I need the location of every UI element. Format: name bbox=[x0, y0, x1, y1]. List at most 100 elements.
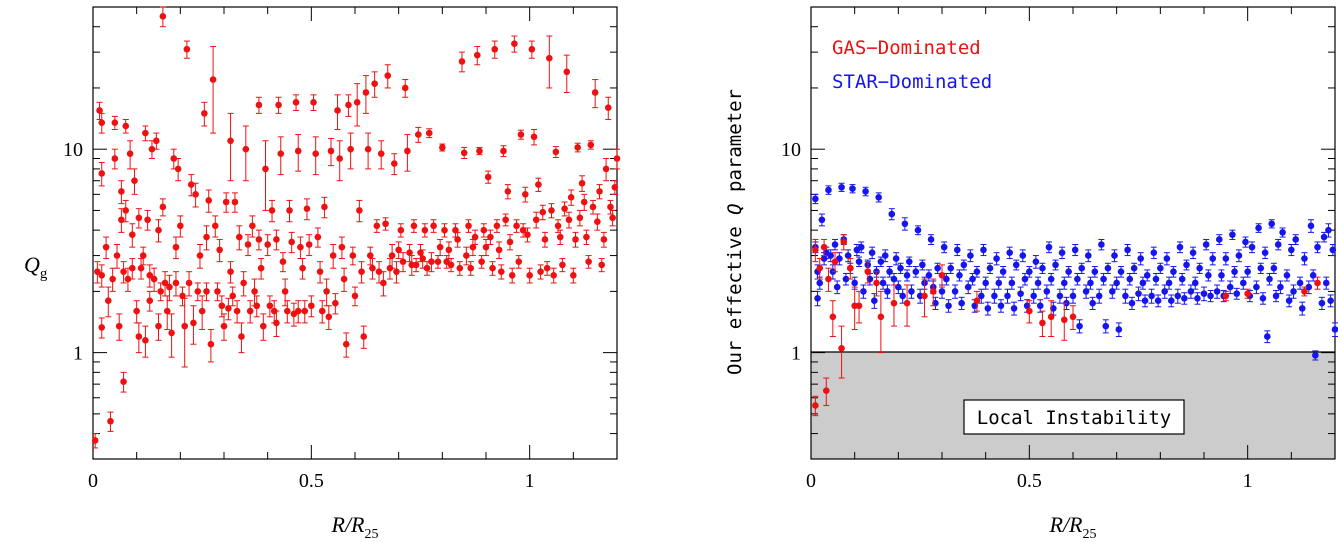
data-point bbox=[897, 262, 904, 274]
point-marker bbox=[279, 258, 287, 265]
data-point bbox=[397, 223, 405, 238]
point-marker bbox=[1026, 307, 1033, 315]
data-point bbox=[855, 256, 863, 268]
point-marker bbox=[135, 214, 143, 222]
point-marker bbox=[1050, 305, 1057, 312]
data-point bbox=[495, 241, 503, 260]
data-point bbox=[589, 199, 597, 215]
point-marker bbox=[347, 145, 354, 153]
data-point bbox=[325, 305, 333, 330]
y-tick-label: 1 bbox=[73, 343, 83, 365]
data-point bbox=[938, 264, 946, 288]
point-marker bbox=[814, 294, 821, 302]
point-marker bbox=[1268, 220, 1275, 228]
point-marker bbox=[1318, 299, 1326, 307]
data-point bbox=[812, 395, 819, 417]
point-marker bbox=[146, 297, 154, 304]
point-marker bbox=[1285, 297, 1293, 304]
point-marker bbox=[572, 236, 579, 243]
point-marker bbox=[458, 58, 466, 65]
point-marker bbox=[522, 191, 529, 198]
data-point bbox=[303, 198, 311, 221]
data-point bbox=[257, 258, 265, 280]
data-point bbox=[570, 267, 577, 284]
point-marker bbox=[984, 305, 992, 312]
point-marker bbox=[1253, 283, 1260, 291]
point-marker bbox=[371, 80, 378, 87]
point-marker bbox=[1115, 326, 1123, 333]
point-marker bbox=[1266, 275, 1273, 283]
point-marker bbox=[172, 279, 180, 287]
point-marker bbox=[364, 145, 372, 153]
left-x-axis-title: R/R25 bbox=[331, 512, 379, 542]
point-marker bbox=[1314, 243, 1321, 251]
right-x-axis-title: R/R25 bbox=[1049, 512, 1097, 542]
point-marker bbox=[903, 271, 911, 279]
data-point bbox=[216, 238, 223, 263]
data-point bbox=[1167, 294, 1175, 308]
point-marker bbox=[240, 279, 247, 287]
point-marker bbox=[1314, 279, 1321, 287]
data-point bbox=[964, 280, 972, 295]
point-marker bbox=[561, 205, 568, 212]
point-marker bbox=[421, 226, 429, 234]
point-marker bbox=[1056, 292, 1064, 300]
left-axis-ticks bbox=[92, 6, 618, 460]
data-point bbox=[209, 45, 217, 134]
point-marker bbox=[825, 186, 832, 194]
point-marker bbox=[393, 268, 400, 275]
point-marker bbox=[163, 307, 171, 315]
point-marker bbox=[886, 268, 893, 275]
data-point bbox=[1069, 288, 1077, 304]
point-marker bbox=[1095, 292, 1103, 300]
data-point bbox=[478, 255, 485, 269]
data-point bbox=[997, 299, 1005, 313]
data-point bbox=[1314, 276, 1321, 290]
data-point bbox=[980, 244, 987, 257]
point-marker bbox=[938, 288, 946, 295]
point-marker bbox=[1065, 268, 1072, 275]
point-marker bbox=[155, 322, 162, 330]
data-point bbox=[515, 255, 523, 269]
point-marker bbox=[153, 137, 160, 145]
data-point bbox=[607, 199, 614, 215]
data-point bbox=[487, 229, 494, 246]
point-marker bbox=[482, 243, 490, 251]
data-point bbox=[855, 290, 863, 324]
data-point bbox=[574, 142, 581, 153]
data-point bbox=[1117, 266, 1125, 278]
point-marker bbox=[190, 319, 197, 327]
point-marker bbox=[342, 340, 350, 348]
data-point bbox=[1248, 241, 1256, 254]
point-marker bbox=[539, 208, 547, 216]
data-point bbox=[358, 261, 365, 284]
point-marker bbox=[1264, 333, 1271, 340]
point-marker bbox=[1128, 299, 1136, 307]
data-point bbox=[591, 79, 599, 109]
point-marker bbox=[1301, 255, 1308, 262]
data-point bbox=[277, 136, 285, 176]
point-marker bbox=[546, 54, 553, 62]
point-marker bbox=[222, 198, 230, 206]
data-point bbox=[842, 272, 850, 286]
point-marker bbox=[565, 216, 573, 224]
point-marker bbox=[484, 173, 492, 181]
data-point bbox=[362, 75, 370, 114]
data-point bbox=[185, 271, 193, 297]
data-point bbox=[576, 209, 584, 227]
point-marker bbox=[471, 233, 479, 241]
point-marker bbox=[598, 261, 606, 269]
data-point bbox=[467, 261, 475, 276]
data-point bbox=[561, 201, 568, 217]
y-tick-label: 10 bbox=[781, 139, 801, 161]
data-point bbox=[1255, 223, 1262, 233]
data-point bbox=[120, 371, 127, 393]
data-point bbox=[539, 204, 547, 221]
data-point bbox=[369, 258, 376, 280]
data-point bbox=[203, 225, 210, 251]
data-point bbox=[873, 271, 880, 297]
data-point bbox=[1196, 262, 1203, 274]
point-marker bbox=[875, 194, 882, 201]
data-point bbox=[831, 238, 839, 251]
point-marker bbox=[255, 236, 263, 243]
